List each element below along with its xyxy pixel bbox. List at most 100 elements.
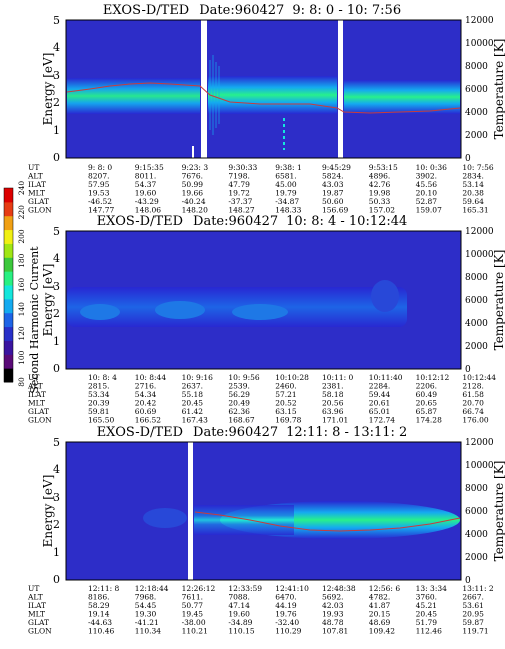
info-cell: 62.36 (228, 407, 250, 416)
colorbar-swatch (4, 229, 13, 244)
colorbar-swatch (4, 257, 13, 272)
info-cell: 20.65 (416, 399, 438, 408)
panel-1-rtick: 12000 (465, 16, 494, 26)
info-cell: 53.34 (88, 390, 110, 399)
info-cell: 2539. (228, 382, 249, 391)
info-cell: 6470. (275, 593, 296, 602)
info-cell: 2834. (462, 172, 483, 181)
panel-1-band-c (344, 80, 460, 114)
colorbar-swatch (4, 326, 13, 341)
info-row-label: GLAT (28, 407, 49, 416)
info-cell: 4896. (369, 172, 390, 181)
panel-1-ytick: 4 (53, 41, 60, 54)
info-cell: 159.07 (416, 206, 442, 215)
panel-3-band-left (194, 505, 294, 535)
info-cell: 12:33:59 (228, 584, 262, 593)
info-cell: 58.18 (322, 390, 344, 399)
info-cell: 42.03 (322, 601, 344, 610)
info-cell: 7676. (182, 172, 203, 181)
colorbar: 80 100 120 140 160 180 200 220 240 Second Harmon… (3, 181, 41, 394)
info-cell: 148.20 (182, 206, 208, 215)
info-cell: 55.18 (182, 390, 204, 399)
panel-3-rtick: 0 (465, 576, 471, 586)
info-cell: 3902. (416, 172, 437, 181)
info-cell: 110.34 (135, 627, 161, 636)
panel-1-frame (65, 19, 462, 159)
info-cell: -37.37 (228, 197, 252, 206)
colorbar-swatch (4, 340, 13, 355)
colorbar-label: Second Harmonic Current (28, 246, 41, 394)
info-row-label: ILAT (28, 601, 46, 610)
panel-3-rtick: 2000 (465, 553, 488, 563)
info-cell: 19.72 (228, 189, 250, 198)
colorbar-tick: 240 (17, 181, 26, 196)
info-cell: 45.21 (416, 601, 437, 610)
info-cell: 110.15 (228, 627, 254, 636)
info-cell: 12:56: 6 (369, 584, 401, 593)
info-cell: 5692. (322, 593, 343, 602)
info-cell: 42.76 (369, 180, 391, 189)
panel-2-ytick: 3 (53, 280, 60, 293)
info-cell: 63.96 (322, 407, 344, 416)
info-cell: -32.40 (275, 618, 299, 627)
colorbar-tick: 200 (17, 229, 26, 244)
colorbar-tick: 180 (17, 253, 26, 268)
info-cell: 20.15 (369, 610, 391, 619)
info-cell: 53.14 (462, 180, 484, 189)
panel-3-gap (188, 442, 193, 580)
colorbar-tick: 120 (17, 326, 26, 341)
info-cell: 7088. (228, 593, 249, 602)
info-cell: 2637. (182, 382, 203, 391)
info-cell: 10: 9:16 (182, 373, 214, 382)
colorbar-swatch (4, 243, 13, 258)
panel-3-right-axis: 0 2000 4000 6000 8000 10000 12000 Temper… (465, 438, 505, 586)
info-cell: 9:45:29 (322, 163, 351, 172)
info-cell: 168.67 (228, 416, 254, 425)
info-cell: 10: 9:56 (228, 373, 260, 382)
panel-2-rlabel: Temperature [K] (492, 250, 505, 351)
info-cell: 10: 8: 4 (88, 373, 117, 382)
info-cell: 58.29 (88, 601, 110, 610)
panel-3-rtick: 4000 (465, 530, 488, 540)
info-cell: 3760. (416, 593, 437, 602)
colorbar-ticks: 80 100 120 140 160 180 200 220 240 (17, 181, 26, 387)
info-cell: 61.42 (182, 407, 204, 416)
panel-2-ytick: 0 (53, 362, 60, 375)
panel-3-rtick: 12000 (465, 438, 494, 448)
panel-1-ylabel: Energy [eV] (41, 53, 55, 126)
info-cell: 2284. (369, 382, 390, 391)
info-cell: 7198. (228, 172, 249, 181)
info-cell: 56.29 (228, 390, 250, 399)
info-cell: 2815. (88, 382, 109, 391)
info-row-label: UT (28, 373, 39, 382)
colorbar-tick: 80 (17, 377, 26, 387)
panel-1-marker (192, 146, 194, 158)
info-cell: 110.46 (88, 627, 114, 636)
info-cell: 10:12:12 (416, 373, 450, 382)
info-cell: 59.87 (462, 618, 484, 627)
info-cell: 59.81 (88, 407, 109, 416)
info-cell: 9:38: 1 (275, 163, 302, 172)
info-row-label: MLT (28, 610, 45, 619)
info-cell: 12:48:38 (322, 584, 356, 593)
info-cell: 172.74 (369, 416, 395, 425)
info-cell: 7968. (135, 593, 156, 602)
info-cell: 47.79 (228, 180, 250, 189)
info-cell: 10: 7:56 (462, 163, 494, 172)
info-cell: 54.45 (135, 601, 157, 610)
info-cell: 4782. (369, 593, 390, 602)
panel-3-rlabel: Temperature [K] (492, 461, 505, 562)
panel-2-rtick: 2000 (465, 342, 488, 352)
panel-1-plot (65, 19, 462, 159)
info-cell: 20.56 (322, 399, 344, 408)
panel-3-rtick: 10000 (465, 461, 494, 471)
panel-2-band (67, 287, 407, 327)
info-cell: 54.37 (135, 180, 157, 189)
info-cell: 19.45 (182, 610, 204, 619)
panel-2-blob-3 (232, 304, 288, 320)
panel-3-band-weak (143, 508, 187, 528)
info-cell: 2460. (275, 382, 296, 391)
panel-2-blob-2 (155, 301, 205, 319)
colorbar-swatch (4, 354, 13, 369)
